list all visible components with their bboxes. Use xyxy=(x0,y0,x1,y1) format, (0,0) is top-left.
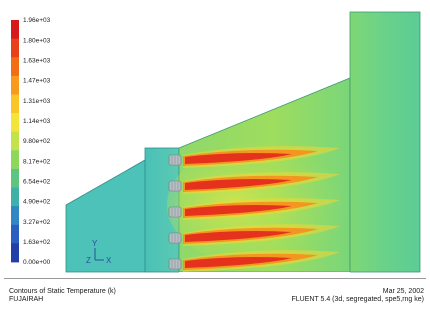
legend-tick-label: 8.17e+02 xyxy=(23,158,51,165)
axis-label-x: X xyxy=(106,256,112,265)
caption-divider xyxy=(4,278,426,279)
legend-swatch xyxy=(11,131,19,151)
legend-swatch xyxy=(11,206,19,226)
legend-tick-label: 1.47e+03 xyxy=(23,78,51,85)
axis-label-y: Y xyxy=(92,239,98,248)
flame-core xyxy=(185,179,292,190)
axis-label-z: Z xyxy=(86,256,91,265)
legend-tick-label: 1.31e+03 xyxy=(23,98,51,105)
plot-subtitle: FUJAIRAH xyxy=(9,296,44,303)
legend-swatch xyxy=(11,168,19,188)
legend-tick-label: 1.80e+03 xyxy=(23,37,51,44)
legend-tick-label: 1.96e+03 xyxy=(23,17,51,24)
legend-swatch xyxy=(11,224,19,244)
plot-title: Contours of Static Temperature (k) xyxy=(9,288,116,295)
legend-tick-label: 6.54e+02 xyxy=(23,179,51,186)
legend-swatch xyxy=(11,20,19,40)
legend-swatch xyxy=(11,94,19,114)
flame-core xyxy=(185,205,292,216)
outlet-section xyxy=(349,11,421,273)
burner-flames xyxy=(168,146,340,272)
solver-version: FLUENT 5.4 (3d, segregated, spe5,rng ke) xyxy=(291,296,424,303)
floor-gap xyxy=(179,272,350,277)
legend-swatch xyxy=(11,113,19,133)
legend-swatch xyxy=(11,57,19,77)
flame-core xyxy=(185,231,292,242)
flame-core xyxy=(185,153,292,164)
plot-date: Mar 25, 2002 xyxy=(382,288,424,295)
legend-swatch xyxy=(11,243,19,263)
axis-triad: Y Z X xyxy=(86,239,112,265)
flame-core xyxy=(185,257,292,268)
legend-tick-label: 1.14e+03 xyxy=(23,118,51,125)
legend-tick-label: 1.63e+02 xyxy=(23,239,51,246)
legend-colorbar xyxy=(11,20,19,263)
legend-tick-label: 1.63e+03 xyxy=(23,58,51,65)
legend-tick-labels: 1.96e+03 1.80e+03 1.63e+03 1.47e+03 1.31e+03… xyxy=(23,17,51,266)
legend-tick-label: 4.90e+02 xyxy=(23,199,51,206)
legend-swatch xyxy=(11,75,19,95)
legend-tick-label: 3.27e+02 xyxy=(23,219,51,226)
legend-swatch xyxy=(11,150,19,170)
legend-tick-label: 0.00e+00 xyxy=(23,259,51,266)
legend-swatch xyxy=(11,38,19,58)
legend-tick-label: 9.80e+02 xyxy=(23,138,51,145)
legend-swatch xyxy=(11,187,19,207)
